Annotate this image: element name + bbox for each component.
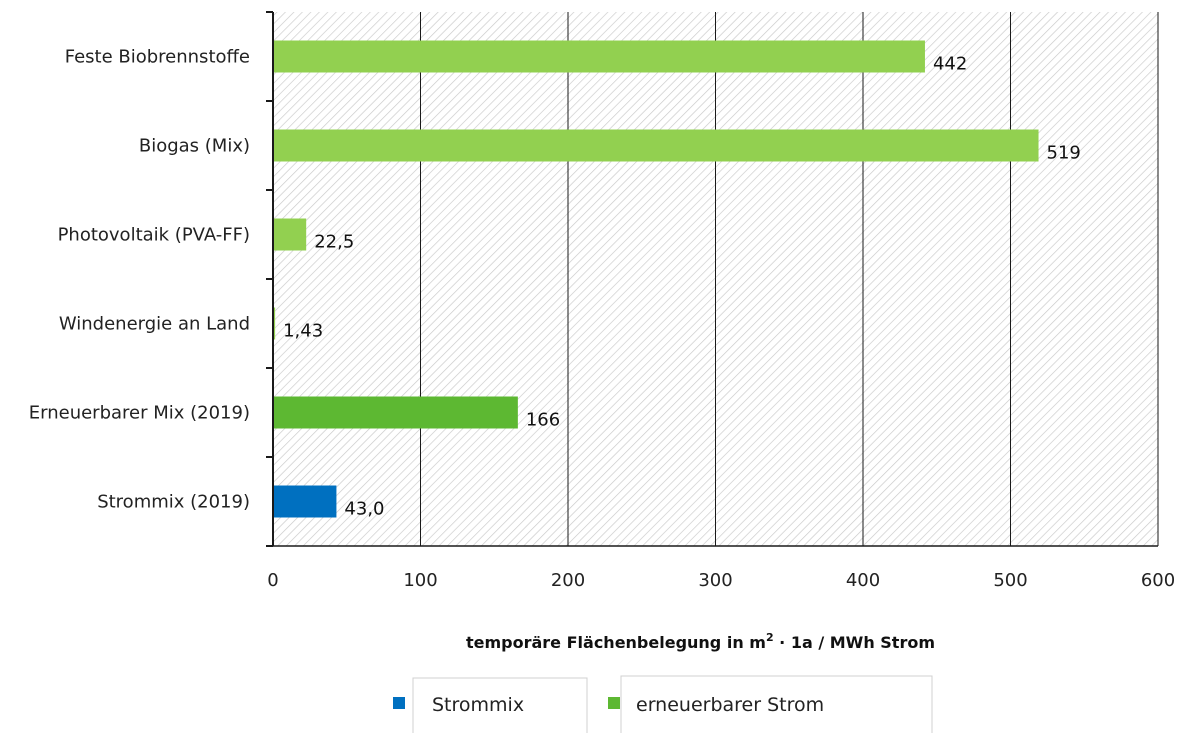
- category-label: Feste Biobrennstoffe: [65, 47, 250, 68]
- bar: [273, 485, 337, 518]
- bar: [273, 307, 276, 340]
- legend-swatch-strommix: [393, 697, 405, 709]
- x-tick-label: 400: [846, 570, 880, 591]
- data-label: 166: [526, 410, 560, 431]
- tick-labels: 0 100 200 300 400 500 600: [267, 570, 1175, 591]
- legend-box: [620, 675, 933, 733]
- data-label: 519: [1047, 143, 1081, 164]
- bar: [273, 396, 518, 429]
- x-tick-label: 600: [1141, 570, 1175, 591]
- legend-label-strommix: Strommix: [432, 694, 524, 716]
- x-tick-label: 0: [267, 570, 278, 591]
- x-axis-title: temporäre Flächenbelegung in m2 · 1a / M…: [466, 631, 935, 652]
- bar: [273, 40, 925, 73]
- category-label: Erneuerbarer Mix (2019): [29, 403, 250, 424]
- category-label: Strommix (2019): [97, 492, 250, 513]
- axes: [266, 11, 1158, 547]
- gridlines: [420, 12, 1159, 546]
- data-label: 43,0: [344, 499, 384, 520]
- x-tick-label: 300: [698, 570, 732, 591]
- category-labels: Feste Biobrennstoffe Biogas (Mix) Photovol…: [29, 47, 250, 513]
- data-label: 1,43: [283, 321, 323, 342]
- legend-swatch-erneuerbar: [608, 697, 620, 709]
- x-tick-label: 500: [993, 570, 1027, 591]
- category-label: Windenergie an Land: [59, 314, 250, 335]
- x-tick-label: 200: [551, 570, 585, 591]
- data-label: 442: [933, 54, 967, 75]
- data-label: 22,5: [314, 232, 354, 253]
- legend: Strommix erneuerbarer Strom: [393, 675, 933, 733]
- category-label: Photovoltaik (PVA-FF): [58, 225, 250, 246]
- bar: [273, 218, 307, 251]
- data-labels: 442 519 22,5 1,43 166 43,0: [283, 54, 1081, 520]
- category-label: Biogas (Mix): [139, 136, 250, 157]
- x-tick-label: 100: [403, 570, 437, 591]
- legend-label-erneuerbar: erneuerbarer Strom: [636, 694, 824, 716]
- bar: [273, 129, 1039, 162]
- legend-box: [412, 677, 588, 733]
- bars: [273, 40, 1039, 518]
